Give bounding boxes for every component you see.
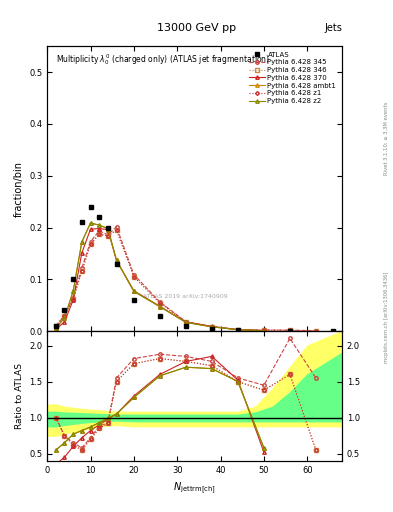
ATLAS — [105, 224, 110, 230]
Y-axis label: fraction/bin: fraction/bin — [13, 161, 24, 217]
ATLAS — [209, 326, 214, 332]
ATLAS — [288, 328, 292, 334]
Text: Rivet 3.1.10; ≥ 3.3M events: Rivet 3.1.10; ≥ 3.3M events — [384, 101, 389, 175]
X-axis label: $N_{\mathrm{jettrm[ch]}}$: $N_{\mathrm{jettrm[ch]}}$ — [173, 480, 216, 496]
ATLAS — [235, 327, 240, 333]
ATLAS — [71, 276, 75, 283]
ATLAS — [158, 312, 162, 318]
ATLAS — [97, 214, 101, 220]
Text: Jets: Jets — [324, 23, 342, 33]
ATLAS — [132, 297, 136, 303]
ATLAS — [88, 204, 93, 210]
Y-axis label: Ratio to ATLAS: Ratio to ATLAS — [15, 363, 24, 429]
ATLAS — [79, 219, 84, 225]
ATLAS — [331, 328, 336, 334]
ATLAS — [114, 261, 119, 267]
Line: ATLAS: ATLAS — [53, 204, 336, 333]
ATLAS — [62, 307, 67, 313]
Text: 13000 GeV pp: 13000 GeV pp — [157, 23, 236, 33]
Text: ATLAS 2019 arXiv:1740909: ATLAS 2019 arXiv:1740909 — [143, 294, 228, 300]
Legend: ATLAS, Pythia 6.428 345, Pythia 6.428 346, Pythia 6.428 370, Pythia 6.428 ambt1,: ATLAS, Pythia 6.428 345, Pythia 6.428 34… — [247, 50, 338, 106]
Text: mcplots.cern.ch [arXiv:1306.3436]: mcplots.cern.ch [arXiv:1306.3436] — [384, 272, 389, 363]
ATLAS — [184, 323, 188, 329]
Text: Multiplicity $\lambda_0^0$ (charged only) (ATLAS jet fragmentation): Multiplicity $\lambda_0^0$ (charged only… — [56, 52, 270, 67]
ATLAS — [53, 323, 58, 329]
